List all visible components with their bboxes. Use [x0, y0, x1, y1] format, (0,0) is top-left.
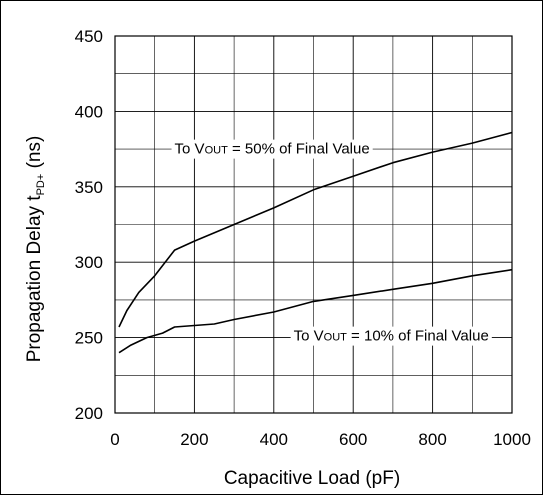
- x-tick-label: 600: [339, 430, 367, 449]
- y-tick-label: 300: [75, 253, 103, 272]
- series-line-2: [118, 268, 513, 354]
- y-tick-label: 350: [75, 178, 103, 197]
- x-tick-label: 800: [418, 430, 446, 449]
- y-axis-label-subscript: PD+: [35, 174, 47, 196]
- minor-grid: [115, 36, 512, 413]
- y-tick-labels: 200 250 300 350 400 450: [75, 27, 103, 423]
- y-tick-label: 400: [75, 102, 103, 121]
- x-tick-label: 400: [260, 430, 288, 449]
- y-tick-label: 250: [75, 329, 103, 348]
- x-tick-label: 1000: [493, 430, 531, 449]
- series-annotation-2: To VOUT = 10% of Final Value: [294, 328, 489, 345]
- annotation-background: [290, 326, 492, 346]
- annotation-background: [171, 139, 373, 159]
- x-tick-labels: 0 200 400 600 800 1000: [110, 430, 531, 449]
- y-axis-label-main: Propagation Delay t: [24, 195, 45, 363]
- x-axis-label: Capacitive Load (pF): [224, 468, 400, 489]
- y-tick-label: 200: [75, 404, 103, 423]
- series-line-1: [118, 131, 513, 328]
- series-annotation-1: To VOUT = 50% of Final Value: [175, 141, 370, 158]
- y-axis-label-unit: (ns): [24, 136, 45, 174]
- y-tick-label: 450: [75, 27, 103, 46]
- x-tick-label: 200: [180, 430, 208, 449]
- series-layer: [118, 131, 513, 354]
- plot-border: [114, 35, 513, 414]
- y-axis-label: Propagation Delay tPD+ (ns): [24, 136, 47, 363]
- x-tick-label: 0: [110, 430, 119, 449]
- annotation-layer: To VOUT = 50% of Final Value To VOUT = 10…: [171, 139, 492, 346]
